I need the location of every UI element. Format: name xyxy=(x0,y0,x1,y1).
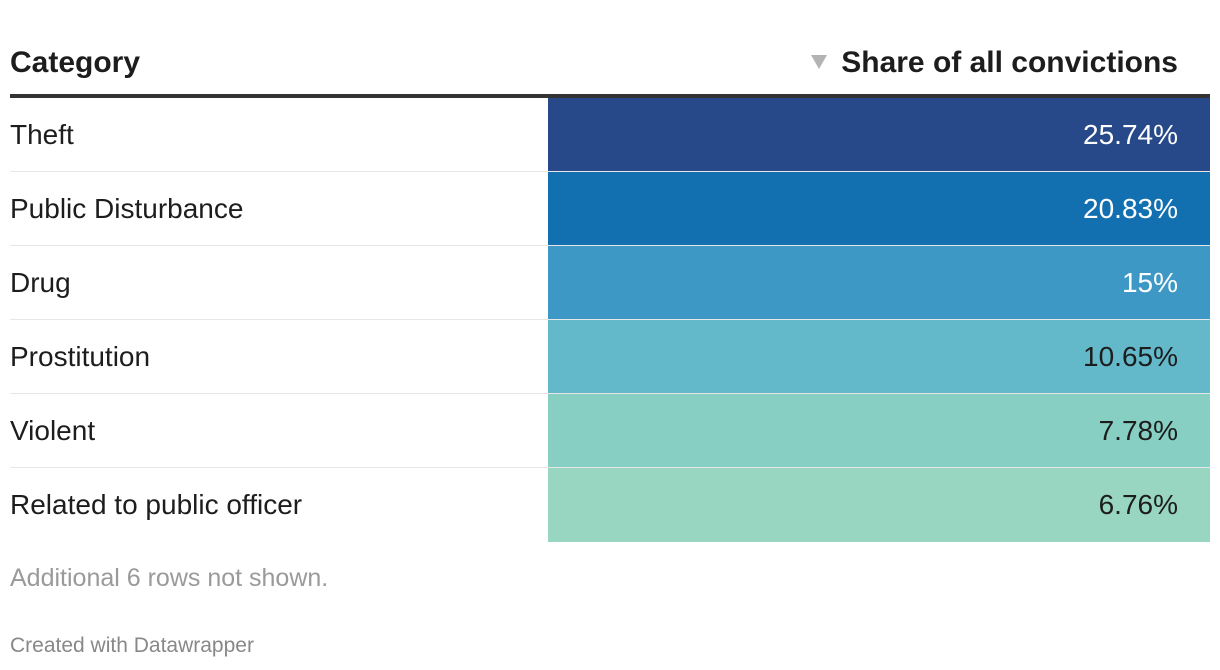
cell-category: Prostitution xyxy=(10,341,151,372)
cell-share-value: 20.83% xyxy=(548,172,1210,246)
cell-share-value: 10.65% xyxy=(548,320,1210,394)
cell-share-value: 7.78% xyxy=(548,394,1210,468)
table-row: Public Disturbance 20.83% xyxy=(10,172,1210,246)
data-table: Category Share of all convictions Theft 2… xyxy=(10,30,1210,542)
cell-category: Public Disturbance xyxy=(10,193,244,224)
cell-category: Violent xyxy=(10,415,96,446)
sort-descending-icon[interactable] xyxy=(811,55,828,70)
table-row: Drug 15% xyxy=(10,246,1210,320)
cell-category: Theft xyxy=(10,119,74,150)
column-header-category[interactable]: Category xyxy=(10,46,141,79)
row-divider xyxy=(10,245,1210,246)
column-header-share-label: Share of all convictions xyxy=(841,46,1178,79)
table-row: Related to public officer 6.76% xyxy=(10,468,1210,542)
table-header: Category Share of all convictions xyxy=(10,30,1210,98)
credit-line: Created with Datawrapper xyxy=(10,634,254,657)
table-row: Theft 25.74% xyxy=(10,98,1210,172)
table-body: Theft 25.74% Public Disturbance 20.83% Drug 1… xyxy=(10,98,1210,542)
cell-share-value: 25.74% xyxy=(548,98,1210,172)
table-row: Violent 7.78% xyxy=(10,394,1210,468)
cell-category: Drug xyxy=(10,267,71,298)
cell-share-value: 15% xyxy=(548,246,1210,320)
row-divider xyxy=(10,171,1210,172)
table-row: Prostitution 10.65% xyxy=(10,320,1210,394)
column-header-share[interactable]: Share of all convictions xyxy=(811,46,1178,80)
cell-category: Related to public officer xyxy=(10,489,303,520)
cell-share-value: 6.76% xyxy=(548,468,1210,542)
rows-hidden-note: Additional 6 rows not shown. xyxy=(10,564,329,592)
row-divider xyxy=(10,393,1210,394)
row-divider xyxy=(10,467,1210,468)
row-divider xyxy=(10,319,1210,320)
